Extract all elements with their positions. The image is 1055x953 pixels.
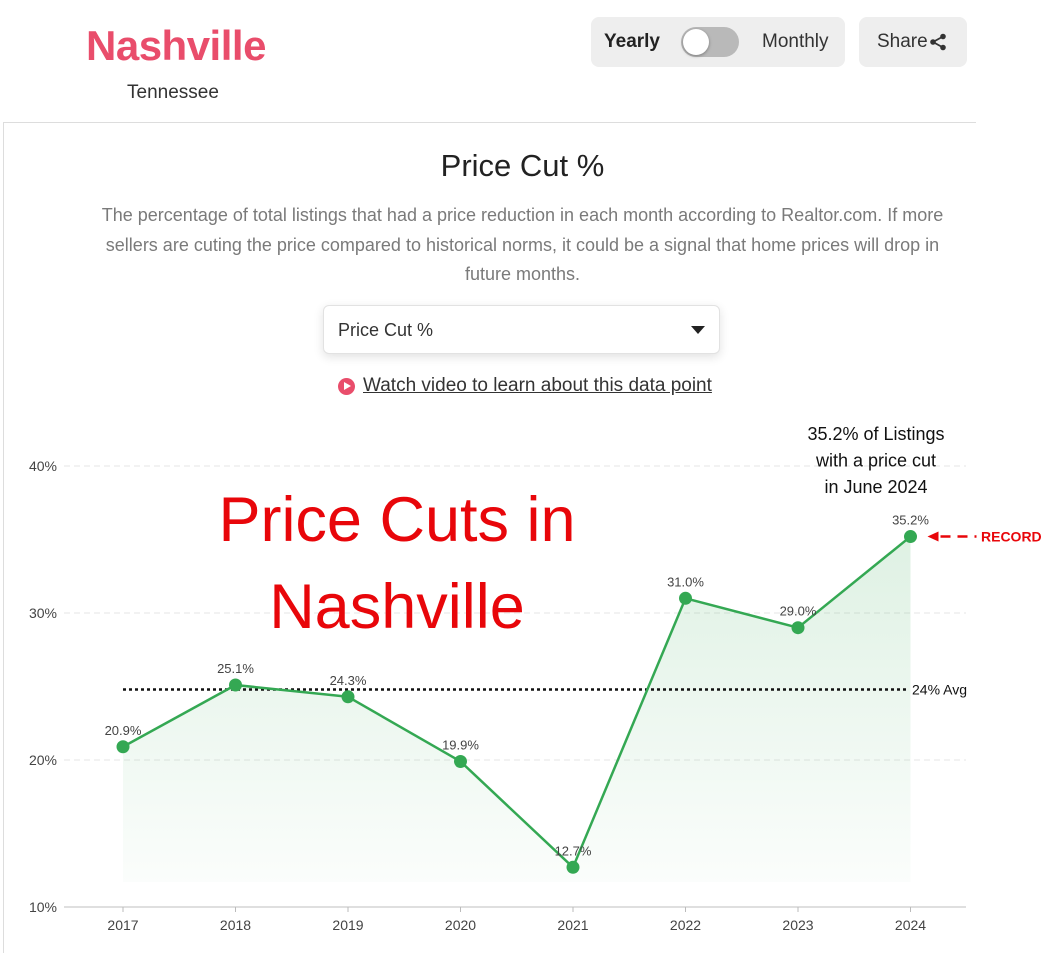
data-point [116, 740, 130, 754]
x-tick-label: 2018 [220, 917, 251, 933]
share-label: Share [877, 31, 928, 52]
x-tick-label: 2022 [670, 917, 701, 933]
toggle-switch[interactable] [681, 27, 739, 57]
series-area [123, 536, 911, 882]
callout-text-line: 35.2% of Listings [807, 424, 944, 444]
data-label: 24.3% [330, 673, 367, 688]
x-tick-label: 2019 [332, 917, 363, 933]
x-tick-label: 2020 [445, 917, 476, 933]
state-subtitle: Tennessee [127, 82, 219, 103]
play-icon [338, 378, 355, 395]
chart-panel-title: Price Cut % [440, 148, 605, 183]
series-line-segment [571, 597, 687, 868]
series-line-segment [347, 695, 462, 763]
data-point [566, 860, 580, 874]
share-button[interactable]: Share [859, 17, 967, 67]
callout-text-line: in June 2024 [824, 477, 927, 497]
data-point [904, 530, 917, 544]
x-tick-label: 2021 [557, 917, 588, 933]
data-point [229, 678, 242, 692]
data-label: 31.0% [667, 574, 704, 589]
data-label: 19.9% [442, 737, 479, 752]
series-line-segment [685, 597, 799, 629]
series-line-segment [122, 683, 237, 748]
data-label: 29.0% [780, 604, 817, 619]
x-tick-label: 2017 [107, 917, 138, 933]
record-arrow-head-icon [927, 531, 939, 542]
series-line-segment [235, 683, 349, 699]
x-tick-label: 2024 [895, 917, 926, 933]
data-point [341, 690, 355, 704]
metric-dropdown[interactable]: Price Cut % [323, 305, 720, 354]
y-tick-label: 40% [29, 458, 57, 474]
toggle-label-monthly[interactable]: Monthly [762, 31, 829, 52]
data-label: 25.1% [217, 661, 254, 676]
caret-down-icon [691, 326, 705, 334]
series-line-segment [459, 760, 574, 869]
chart-description: The percentage of total listings that ha… [101, 205, 944, 284]
y-tick-label: 10% [29, 899, 57, 915]
data-label: 12.7% [555, 843, 592, 858]
record-label: RECORD [981, 529, 1042, 545]
metric-dropdown-value: Price Cut % [338, 320, 434, 340]
data-point [454, 754, 467, 768]
city-title: Nashville [86, 22, 266, 69]
x-tick-label: 2023 [782, 917, 813, 933]
callout-text-line: with a price cut [815, 451, 936, 471]
average-label: 24% Avg [912, 681, 967, 697]
toggle-knob [683, 29, 709, 55]
y-tick-label: 30% [29, 605, 57, 621]
data-label: 20.9% [105, 723, 142, 738]
toggle-label-yearly[interactable]: Yearly [604, 31, 660, 52]
chart-panel [3, 122, 976, 953]
data-point [679, 591, 692, 605]
yearly-monthly-toggle[interactable]: Yearly Monthly [591, 17, 845, 67]
data-label: 35.2% [892, 513, 929, 528]
watch-video-link[interactable]: Watch video to learn about this data poi… [363, 375, 712, 396]
overlay-title-line: Price Cuts in [218, 485, 575, 555]
series-line-segment [797, 535, 912, 629]
data-point [791, 621, 805, 635]
share-icon [930, 33, 946, 51]
overlay-title-line: Nashville [269, 572, 525, 642]
y-tick-label: 20% [29, 752, 57, 768]
